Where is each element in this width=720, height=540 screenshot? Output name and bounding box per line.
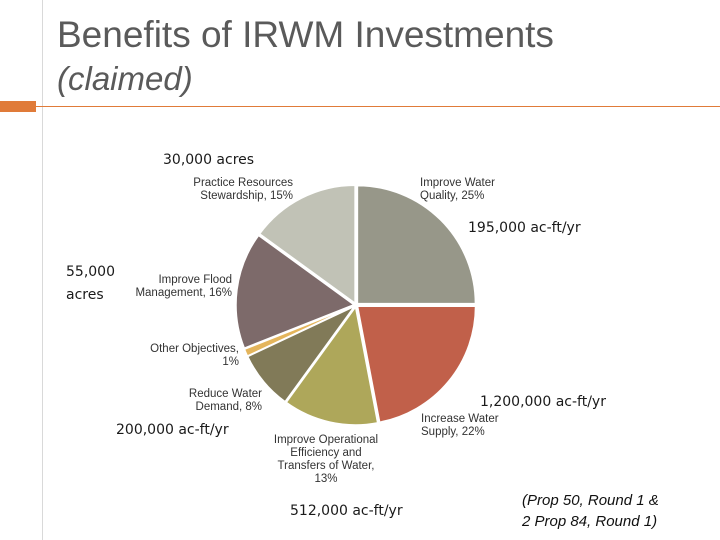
value-annotation: 55,000 [66,264,115,280]
pie-slice [235,234,356,350]
slice-label: Reduce Water [189,388,262,400]
value-annotation: 1,200,000 ac-ft/yr [480,394,606,410]
slice-label: Stewardship, 15% [200,190,293,202]
pie-slice [356,305,477,424]
value-annotation: acres [66,287,104,303]
source-note: (Prop 50, Round 1 & 2 Prop 84, Round 1) [522,492,659,530]
value-annotation: 195,000 ac-ft/yr [468,220,581,236]
slice-label: Efficiency and [290,447,361,459]
slice-label: Transfers of Water, [278,460,375,472]
slice-label: 1% [222,356,239,368]
value-annotation: 30,000 acres [163,152,254,168]
slice-label: Improve Flood [158,274,232,286]
slice-label: 13% [314,473,337,485]
slice-label: Practice Resources [193,177,293,189]
pie-slice [356,184,477,305]
slice-label: Improve Operational [274,434,378,446]
slice-label: Quality, 25% [420,190,484,202]
value-annotation: 512,000 ac-ft/yr [290,503,403,519]
slice-label: Supply, 22% [421,426,485,438]
page-title: Benefits of IRWM Investments [57,14,554,55]
pie-slice [285,305,379,426]
pie-slice [258,184,356,305]
pie-slice [243,305,355,358]
value-annotations: 30,000 acres 195,000 ac-ft/yr 55,000 acres 1… [66,152,606,519]
slice-label: Demand, 8% [196,401,262,413]
page-subtitle: (claimed) [57,60,193,97]
slice-label: Other Objectives, [150,343,239,355]
slice-label: Management, 16% [135,287,232,299]
pie-slices [235,184,477,426]
slice-label: Increase Water [421,413,499,425]
accent-line [36,106,720,107]
slice-label: Improve Water [420,177,495,189]
divider-vertical [42,0,43,540]
value-annotation: 200,000 ac-ft/yr [116,422,229,438]
accent-bar [0,101,36,112]
